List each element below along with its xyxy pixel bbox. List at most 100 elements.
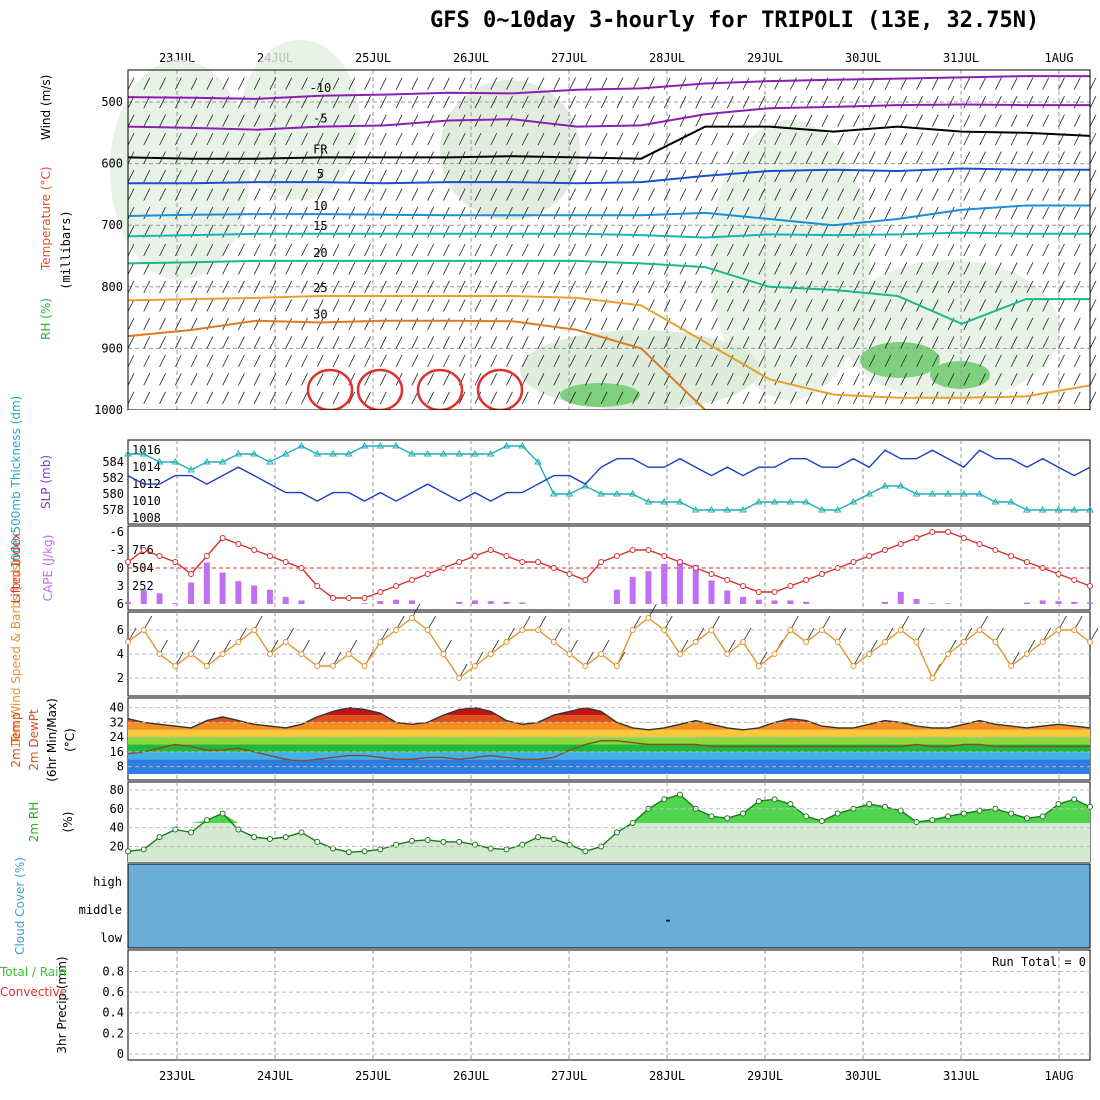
- wind-barb: [947, 95, 955, 109]
- wind-barb: [884, 169, 892, 183]
- wind-barb: [726, 188, 734, 201]
- thickness-marker: [1023, 506, 1031, 513]
- wind-barb: [316, 299, 324, 312]
- wind-barb: [584, 206, 592, 220]
- li-tick: 6: [117, 597, 124, 611]
- wind-barb: [853, 373, 860, 386]
- wind-barb: [900, 243, 908, 257]
- wind-barb: [411, 188, 419, 201]
- wind-barb: [553, 280, 561, 294]
- wind-barb: [868, 391, 876, 405]
- wind-barb: [821, 280, 829, 294]
- wind-barb: [1058, 262, 1065, 275]
- thickness-marker: [754, 498, 763, 505]
- ylabel-rh: RH (%): [39, 298, 53, 340]
- thickness-marker: [502, 442, 511, 449]
- wind-barb: [916, 280, 923, 294]
- cape-bar: [519, 602, 526, 604]
- wind-barb: [379, 77, 387, 90]
- wind-barb: [174, 262, 182, 275]
- wind-speed-marker: [393, 627, 400, 633]
- wind-barb: [695, 225, 703, 238]
- cape-bar: [408, 600, 415, 604]
- wind-barb: [458, 206, 466, 220]
- wind-barb: [584, 317, 592, 331]
- wind-barb: [222, 262, 229, 275]
- wind-barb: [490, 188, 498, 201]
- cape-bar: [298, 600, 305, 604]
- lifted-index-line: [127, 531, 1091, 599]
- date-label-top: 31JUL: [943, 51, 979, 65]
- wind-barb: [695, 188, 703, 201]
- wind-barb: [395, 262, 403, 275]
- wind-barb: [127, 77, 135, 90]
- precip-total-label: Total / Rain: [0, 965, 66, 979]
- wind-barb: [679, 373, 687, 386]
- wind-barb: [316, 317, 324, 331]
- isotherm-35-loop: [356, 368, 404, 412]
- lifted-index-marker: [298, 565, 305, 571]
- wind-barb: [995, 206, 1002, 220]
- lifted-index-marker: [740, 583, 747, 589]
- wind-barb: [884, 317, 892, 331]
- wind-speed-marker: [535, 627, 542, 633]
- lifted-index-marker: [708, 571, 715, 577]
- wind-barb: [963, 114, 971, 127]
- thickness-marker: [975, 490, 984, 497]
- lifted-index-marker: [219, 535, 226, 541]
- wind-barb: [616, 243, 624, 257]
- y-tick-label: 6: [117, 623, 124, 637]
- wind-barb: [726, 243, 734, 257]
- wind-barb: [474, 188, 482, 201]
- wind-barb: [758, 206, 766, 220]
- wind-barb: [537, 77, 545, 90]
- thickness-marker: [124, 450, 132, 457]
- wind-barb: [506, 336, 513, 349]
- wind-speed-marker: [219, 651, 226, 657]
- wind-speed-marker: [424, 627, 431, 633]
- rh-unit-ylabel: (%): [61, 812, 75, 833]
- wind-barb: [868, 336, 876, 349]
- wind-barb: [364, 299, 371, 312]
- wind-barb: [506, 243, 513, 257]
- cape-bar: [771, 600, 778, 604]
- wind-barb: [742, 95, 750, 109]
- wind-speed-marker: [992, 639, 999, 645]
- wind-barb: [790, 317, 797, 331]
- wind-barb: [159, 243, 166, 257]
- thickness-marker: [565, 490, 574, 497]
- wind-barb: [143, 354, 151, 368]
- wind-barb: [458, 317, 466, 331]
- wind-barb: [458, 225, 466, 238]
- cape-bar: [913, 599, 920, 604]
- wind-barb: [837, 151, 845, 164]
- wind-barb: [1010, 391, 1018, 405]
- wind-barb: [947, 132, 955, 146]
- wind-barb: [711, 373, 718, 386]
- wind-speed-marker: [298, 651, 305, 657]
- thickness-marker: [1086, 506, 1094, 513]
- wind-barb: [521, 169, 529, 183]
- wind-barb: [1058, 336, 1065, 349]
- wind-barb: [821, 169, 829, 183]
- wind-barb: [253, 354, 261, 368]
- wind-barb: [742, 373, 750, 386]
- wind-barb: [1026, 77, 1034, 90]
- wind-barb: [553, 336, 561, 349]
- rh-marker: [724, 815, 731, 822]
- rh-marker: [613, 829, 620, 836]
- lifted-index-marker: [345, 595, 352, 601]
- wind-barb: [695, 151, 703, 164]
- wind-barb: [553, 225, 561, 238]
- wind-speed-marker: [755, 663, 762, 669]
- rh-marker: [566, 841, 573, 848]
- wind-barb: [1010, 77, 1018, 90]
- wind-barb: [395, 225, 403, 238]
- cape-bar: [1071, 601, 1078, 604]
- thickness-marker: [455, 450, 464, 457]
- wind-speed-marker: [125, 639, 131, 645]
- wind-speed-marker: [803, 639, 810, 645]
- wind-barb: [537, 391, 545, 405]
- wind-barb: [931, 262, 939, 275]
- wind-barb: [206, 243, 214, 257]
